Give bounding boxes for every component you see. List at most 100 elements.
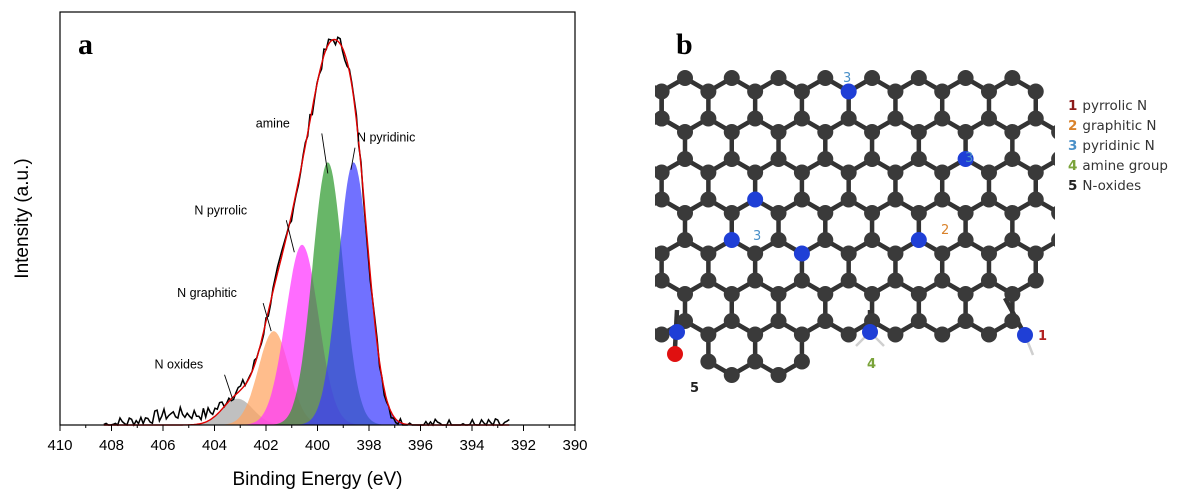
carbon-atom xyxy=(957,286,974,302)
carbon-atom xyxy=(957,313,974,329)
peak-n-pyridinic xyxy=(245,162,462,425)
carbon-atom xyxy=(770,232,787,248)
carbon-atom xyxy=(655,326,670,343)
legend-item-graphitic: 2 graphitic N xyxy=(1068,118,1157,134)
carbon-atom xyxy=(887,110,904,127)
site-label: 4 xyxy=(867,357,876,372)
site-label: 3 xyxy=(753,229,761,244)
carbon-atom xyxy=(980,245,997,262)
x-tick-label: 394 xyxy=(459,437,484,454)
carbon-atom xyxy=(840,272,857,289)
carbon-atom xyxy=(793,191,810,208)
carbon-atom xyxy=(934,272,951,289)
carbon-atom xyxy=(817,70,834,86)
carbon-atom xyxy=(1004,205,1021,221)
site-label: 1 xyxy=(1038,329,1047,344)
carbon-atom xyxy=(723,70,740,86)
carbon-atom xyxy=(887,191,904,208)
nitrogen-atom xyxy=(793,245,810,262)
peak-n-graphitic xyxy=(165,331,382,425)
carbon-atom xyxy=(770,151,787,167)
carbon-atom xyxy=(655,83,670,100)
carbon-atom xyxy=(1027,191,1044,208)
carbon-atom xyxy=(700,272,717,289)
carbon-atom xyxy=(793,110,810,127)
carbon-atom xyxy=(747,272,764,289)
carbon-atom xyxy=(1051,206,1055,220)
x-tick-label: 404 xyxy=(202,437,227,454)
carbon-atom xyxy=(980,83,997,100)
carbon-atom xyxy=(655,164,670,181)
carbon-atom xyxy=(910,151,927,167)
carbon-atom xyxy=(934,326,951,343)
carbon-atom xyxy=(1051,125,1055,139)
carbon-atom xyxy=(957,205,974,221)
carbon-atom xyxy=(655,191,670,208)
annotation-label: N pyrrolic xyxy=(194,203,247,217)
carbon-atom xyxy=(677,151,693,167)
carbon-atom xyxy=(700,164,717,181)
carbon-atom xyxy=(934,110,951,127)
site-label: 3 xyxy=(843,71,851,86)
annotation-label: amine xyxy=(256,116,290,130)
carbon-atom xyxy=(747,110,764,127)
carbon-atom xyxy=(910,286,927,302)
nitrogen-atom xyxy=(910,232,927,248)
carbon-atom xyxy=(793,272,810,289)
carbon-atom xyxy=(723,286,740,302)
annotation-label: N graphitic xyxy=(177,286,237,300)
nitrogen-atom xyxy=(957,151,974,167)
carbon-atom xyxy=(840,326,857,343)
annotation-leader xyxy=(285,220,295,253)
carbon-atom xyxy=(934,191,951,208)
x-tick-label: 406 xyxy=(150,437,175,454)
carbon-atom xyxy=(677,205,693,221)
legend-item-pyrrolic: 1 pyrrolic N xyxy=(1068,98,1148,114)
legend-item-amine: 4 amine group xyxy=(1068,158,1168,174)
x-axis-title: Binding Energy (eV) xyxy=(232,469,402,489)
carbon-atom xyxy=(840,110,857,127)
carbon-atom xyxy=(817,124,834,140)
peak-n-oxides xyxy=(129,398,346,425)
nitrogen-atom xyxy=(1017,327,1033,343)
carbon-atom xyxy=(1027,272,1044,289)
carbon-atom xyxy=(934,83,951,100)
carbon-atom xyxy=(723,124,740,140)
carbon-atom xyxy=(957,70,974,86)
carbon-atom xyxy=(723,205,740,221)
x-tick-label: 410 xyxy=(47,437,72,454)
panel-label-b: b xyxy=(676,28,693,61)
carbon-atom xyxy=(770,70,787,86)
carbon-atom xyxy=(655,110,670,127)
x-tick-label: 392 xyxy=(511,437,536,454)
carbon-atom xyxy=(864,232,881,248)
carbon-atom xyxy=(910,70,927,86)
carbon-atom xyxy=(864,286,881,302)
carbon-atom xyxy=(677,286,693,302)
annotation-label: N pyridinic xyxy=(357,131,415,145)
carbon-atom xyxy=(980,272,997,289)
legend-item-n-oxides: 5 N-oxides xyxy=(1068,178,1142,194)
carbon-atom xyxy=(747,326,764,343)
carbon-atom xyxy=(655,272,670,289)
nitrogen-atom xyxy=(723,232,740,248)
carbon-atom xyxy=(747,83,764,100)
carbon-atom xyxy=(770,124,787,140)
carbon-atom xyxy=(864,70,881,86)
y-axis-title: Intensity (a.u.) xyxy=(12,158,33,278)
carbon-atom xyxy=(817,286,834,302)
nitrogen-atom xyxy=(862,324,878,340)
carbon-atom xyxy=(864,205,881,221)
carbon-atom xyxy=(817,232,834,248)
carbon-atom xyxy=(770,205,787,221)
carbon-atom xyxy=(770,367,787,383)
xps-chart: 410 408 406 404 402 400 398 396 394 392 390 Binding… xyxy=(12,11,588,489)
carbon-atom xyxy=(910,313,927,329)
carbon-atom xyxy=(1051,233,1055,247)
x-tick-label: 402 xyxy=(253,437,278,454)
carbon-atom xyxy=(723,151,740,167)
carbon-atom xyxy=(1027,83,1044,100)
carbon-atom xyxy=(747,164,764,181)
carbon-atom xyxy=(980,326,997,343)
annotation-leader xyxy=(321,133,329,174)
